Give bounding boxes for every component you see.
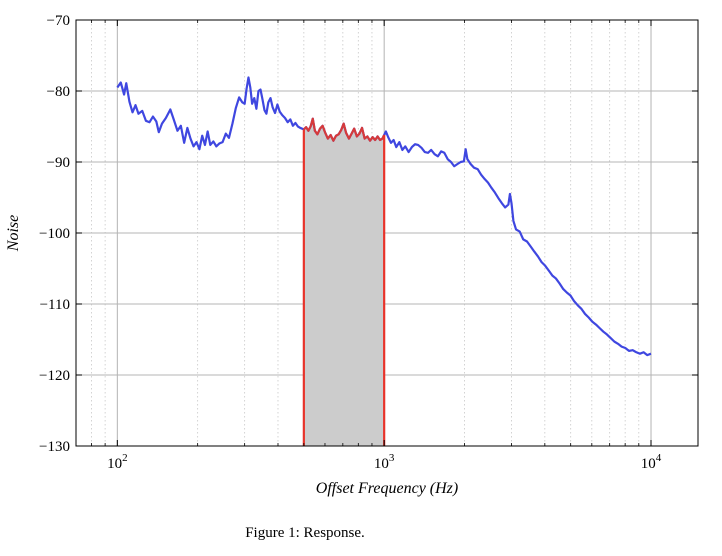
- x-tick-label: 104: [641, 452, 662, 472]
- y-tick-label: −100: [39, 226, 70, 242]
- y-tick-label: −110: [40, 297, 70, 313]
- x-axis-label: Offset Frequency (Hz): [316, 480, 458, 497]
- y-axis-label: Noise: [5, 215, 22, 252]
- series-highlight-segment: [303, 117, 386, 142]
- y-tick-label: −80: [47, 84, 70, 100]
- series-group: [116, 76, 652, 446]
- figure-caption: Figure 1: Response.: [245, 525, 365, 541]
- tick-labels: 102 103 104 −70 −80 −90 −100 −110 −120 −130: [39, 13, 662, 472]
- grid-lines: [76, 19, 698, 447]
- shaded-band-group: [303, 118, 385, 446]
- x-tick-label: 103: [374, 452, 395, 472]
- y-tick-label: −70: [47, 13, 70, 29]
- y-tick-label: −90: [47, 155, 70, 171]
- axis-ticks: [76, 19, 698, 447]
- y-tick-label: −120: [39, 368, 70, 384]
- shaded-band: [303, 118, 385, 446]
- x-tick-label: 102: [107, 452, 128, 472]
- y-tick-label: −130: [39, 439, 70, 455]
